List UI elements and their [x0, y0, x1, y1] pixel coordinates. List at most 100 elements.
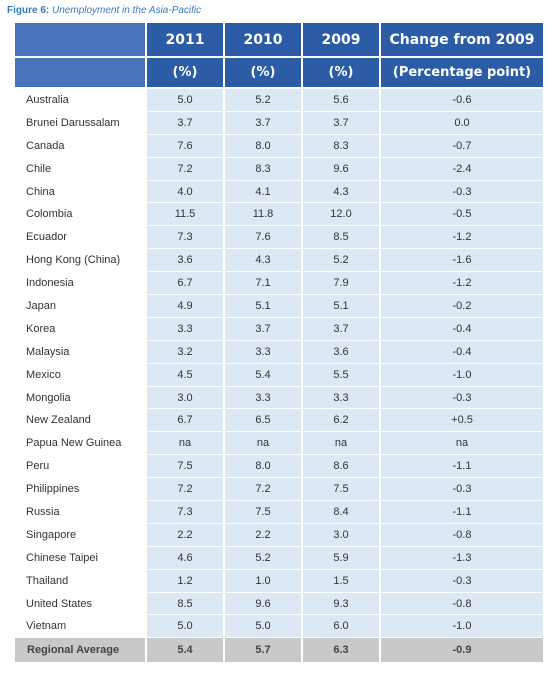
value-cell: 5.6 — [301, 89, 379, 112]
economy-name-cell: Hong Kong (China) — [15, 249, 145, 273]
value-cell: -0.9 — [379, 638, 543, 664]
value-cell: -1.0 — [379, 363, 543, 387]
economy-name-cell: Ecuador — [15, 226, 145, 250]
value-cell: 3.7 — [223, 111, 301, 135]
value-cell: -0.5 — [379, 203, 543, 227]
value-cell: -0.3 — [379, 180, 543, 204]
value-cell: 5.2 — [301, 249, 379, 273]
table-row: Philippines 7.2 7.2 7.5 -0.3 — [15, 478, 543, 502]
value-cell: 4.3 — [301, 180, 379, 204]
value-cell: -0.3 — [379, 386, 543, 410]
value-cell: -1.0 — [379, 615, 543, 639]
value-cell: -1.1 — [379, 501, 543, 524]
economy-name-cell: Chinese Taipei — [15, 546, 145, 570]
value-cell: 11.8 — [223, 203, 301, 227]
value-cell: -1.1 — [379, 455, 543, 479]
table-row: Indonesia 6.7 7.1 7.9 -1.2 — [15, 272, 543, 296]
table-row: Japan 4.9 5.1 5.1 -0.2 — [15, 295, 543, 318]
value-cell: 3.7 — [145, 111, 223, 135]
value-cell: 5.0 — [223, 615, 301, 639]
value-cell: -0.4 — [379, 317, 543, 341]
value-cell: 7.3 — [145, 501, 223, 524]
value-cell: 6.7 — [145, 272, 223, 296]
value-cell: 7.5 — [223, 501, 301, 524]
table-row: China 4.0 4.1 4.3 -0.3 — [15, 180, 543, 204]
value-cell: -0.8 — [379, 592, 543, 616]
value-cell: 3.3 — [223, 340, 301, 364]
value-cell: 3.0 — [301, 523, 379, 547]
header-corner-cell — [15, 58, 145, 89]
table-row: Papua New Guinea na na na na — [15, 432, 543, 456]
value-cell: 8.6 — [301, 455, 379, 479]
economy-name-cell: Brunei Darussalam — [15, 111, 145, 135]
value-cell: 6.7 — [145, 409, 223, 433]
value-cell: na — [379, 432, 543, 456]
header-unit-row: (%) (%) (%) (Percentage point) — [15, 58, 543, 89]
caption-lead: Figure 6: — [7, 5, 50, 16]
value-cell: 3.7 — [301, 111, 379, 135]
economy-name-cell: Peru — [15, 455, 145, 479]
value-cell: 1.2 — [145, 569, 223, 593]
economy-name-cell: Mongolia — [15, 386, 145, 410]
value-cell: -2.4 — [379, 157, 543, 181]
table-row: Vietnam 5.0 5.0 6.0 -1.0 — [15, 615, 543, 639]
economy-name-cell: Malaysia — [15, 340, 145, 364]
value-cell: 8.3 — [223, 157, 301, 181]
value-cell: 5.4 — [145, 638, 223, 664]
value-cell: 7.2 — [223, 478, 301, 502]
value-cell: na — [223, 432, 301, 456]
economy-name-cell: Colombia — [15, 203, 145, 227]
value-cell: 3.0 — [145, 386, 223, 410]
value-cell: 3.6 — [145, 249, 223, 273]
column-header: (%) — [301, 58, 379, 89]
table-row: Singapore 2.2 2.2 3.0 -0.8 — [15, 523, 543, 547]
value-cell: -1.3 — [379, 546, 543, 570]
table-row: Peru 7.5 8.0 8.6 -1.1 — [15, 455, 543, 479]
column-header: (%) — [145, 58, 223, 89]
economy-name-cell: New Zealand — [15, 409, 145, 433]
value-cell: 4.0 — [145, 180, 223, 204]
value-cell: 5.2 — [223, 89, 301, 112]
economy-name-cell: Singapore — [15, 523, 145, 547]
value-cell: na — [301, 432, 379, 456]
caption-title: Unemployment in the Asia-Pacific — [52, 5, 202, 16]
value-cell: -1.2 — [379, 272, 543, 296]
value-cell: 8.4 — [301, 501, 379, 524]
table-row: Chile 7.2 8.3 9.6 -2.4 — [15, 157, 543, 181]
value-cell: 7.1 — [223, 272, 301, 296]
value-cell: na — [145, 432, 223, 456]
column-header: 2010 — [223, 23, 301, 58]
value-cell: 6.0 — [301, 615, 379, 639]
value-cell: 2.2 — [223, 523, 301, 547]
value-cell: 3.6 — [301, 340, 379, 364]
economy-name-cell: Chile — [15, 157, 145, 181]
economy-name-cell: Japan — [15, 295, 145, 318]
value-cell: 7.2 — [145, 478, 223, 502]
value-cell: 7.9 — [301, 272, 379, 296]
value-cell: 12.0 — [301, 203, 379, 227]
value-cell: 5.4 — [223, 363, 301, 387]
value-cell: 5.0 — [145, 615, 223, 639]
value-cell: 1.0 — [223, 569, 301, 593]
value-cell: 8.5 — [145, 592, 223, 616]
value-cell: 7.5 — [301, 478, 379, 502]
value-cell: 3.3 — [301, 386, 379, 410]
figure-caption: Figure 6: Unemployment in the Asia-Pacif… — [7, 5, 201, 16]
unemployment-table: 2011 2010 2009 Change from 2009 (%) (%) (%) (Pe… — [15, 23, 543, 664]
value-cell: 9.6 — [301, 157, 379, 181]
table-row: Malaysia 3.2 3.3 3.6 -0.4 — [15, 340, 543, 364]
table-row: Korea 3.3 3.7 3.7 -0.4 — [15, 317, 543, 341]
economy-name-cell: Australia — [15, 89, 145, 112]
column-header: (%) — [223, 58, 301, 89]
economy-name-cell: China — [15, 180, 145, 204]
table-row: Brunei Darussalam 3.7 3.7 3.7 0.0 — [15, 111, 543, 135]
column-header: 2011 — [145, 23, 223, 58]
value-cell: 4.1 — [223, 180, 301, 204]
value-cell: -1.2 — [379, 226, 543, 250]
header-year-row: 2011 2010 2009 Change from 2009 — [15, 23, 543, 58]
value-cell: 7.2 — [145, 157, 223, 181]
value-cell: 5.0 — [145, 89, 223, 112]
value-cell: -0.7 — [379, 134, 543, 158]
table-row: New Zealand 6.7 6.5 6.2 +0.5 — [15, 409, 543, 433]
